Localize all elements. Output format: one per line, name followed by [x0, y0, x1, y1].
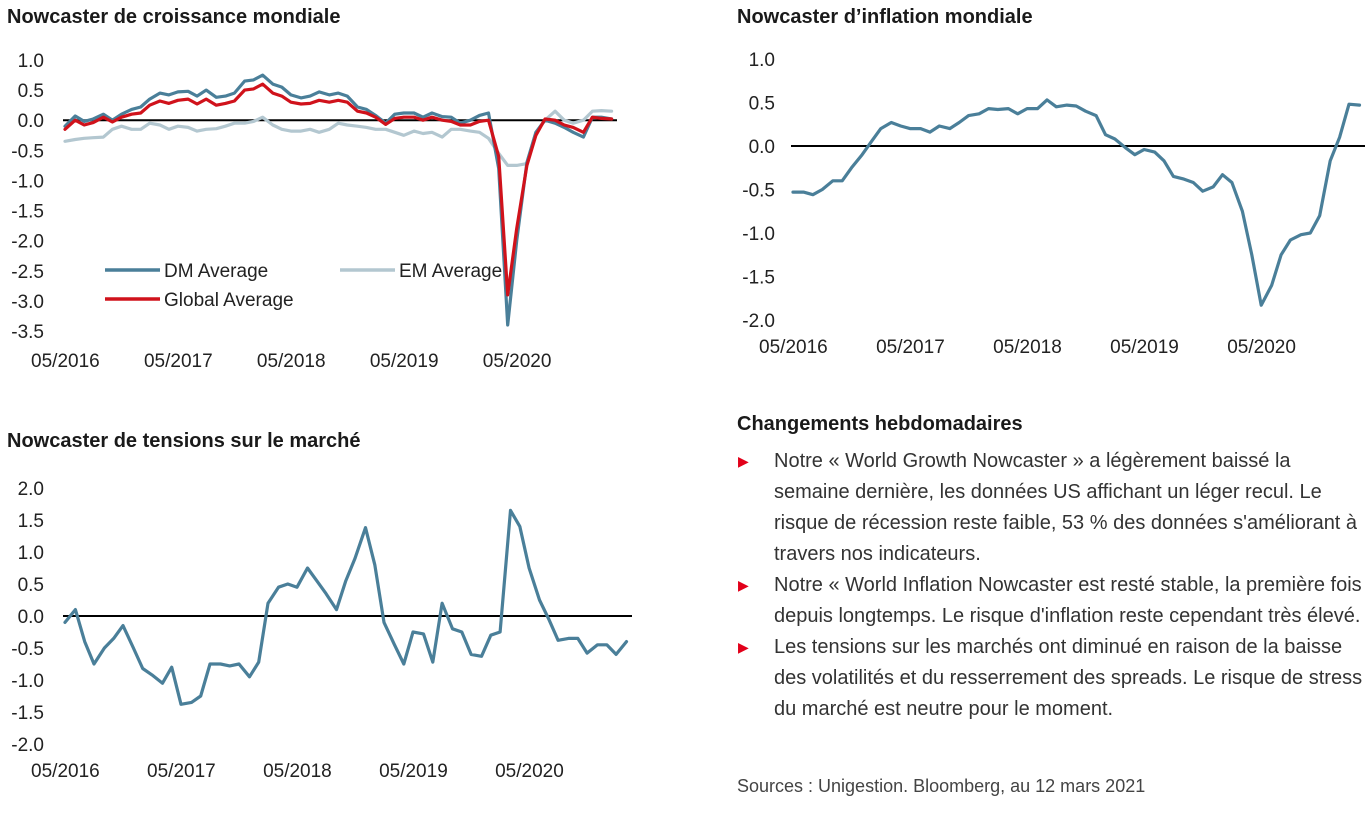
series-line-global-average: [63, 82, 614, 297]
x-tick-label: 05/2018: [257, 351, 326, 372]
y-tick-label: 0.0: [18, 607, 44, 628]
list-item-text: Notre « World Growth Nowcaster » a légèr…: [774, 450, 1358, 565]
y-tick-label: -1.0: [742, 224, 775, 245]
inflation-chart: 1.0 0.5 0.0 -0.5 -1.0 -1.5 -2.0 05/2016 05/2017 0…: [742, 50, 1365, 358]
x-tick-label: 05/2018: [993, 337, 1062, 358]
legend-label: Global Average: [164, 290, 294, 311]
x-tick-label: 05/2019: [1110, 337, 1179, 358]
x-tick-label: 05/2019: [379, 761, 448, 782]
x-tick-label: 05/2017: [147, 761, 216, 782]
y-tick-label: 0.5: [18, 81, 44, 102]
x-tick-label: 05/2017: [876, 337, 945, 358]
growth-chart: 1.0 0.5 0.0 -0.5 -1.0 -1.5 -2.0 -2.5 -3.0 -3.5 05/…: [11, 51, 617, 372]
y-tick-label: -3.5: [11, 322, 44, 343]
stress-chart: 2.0 1.5 1.0 0.5 0.0 -0.5 -1.0 -1.5 -2.0 05/2016 05…: [11, 479, 632, 782]
y-tick-label: 1.0: [18, 543, 44, 564]
y-tick-label: -2.0: [11, 735, 44, 756]
y-tick-label: -1.0: [11, 171, 44, 192]
sources-note: Sources : Unigestion. Bloomberg, au 12 m…: [737, 776, 1146, 796]
y-tick-label: 1.0: [749, 50, 775, 71]
x-tick-label: 05/2019: [370, 351, 439, 372]
y-tick-label: -0.5: [11, 141, 44, 162]
list-item: ▶ Notre « World Inflation Nowcaster est r…: [737, 570, 1367, 632]
series-line-dm-average: [63, 73, 614, 327]
weekly-changes: Changements hebdomadaires ▶ Notre « World…: [737, 413, 1367, 725]
x-tick-label: 05/2016: [759, 337, 828, 358]
y-tick-label: -2.5: [11, 262, 44, 283]
y-tick-label: -1.5: [742, 268, 775, 289]
y-tick-label: -2.0: [742, 311, 775, 332]
y-tick-label: -0.5: [11, 639, 44, 660]
stress-chart-title: Nowcaster de tensions sur le marché: [7, 430, 361, 452]
red-triangle-bullet-icon: ▶: [738, 577, 749, 593]
list-item: ▶ Notre « World Growth Nowcaster » a légè…: [737, 446, 1367, 570]
list-item-text: Notre « World Inflation Nowcaster est re…: [774, 574, 1362, 627]
list-item: ▶ Les tensions sur les marchés ont diminu…: [737, 632, 1367, 725]
y-tick-label: -1.0: [11, 671, 44, 692]
x-tick-label: 05/2020: [1227, 337, 1296, 358]
list-item-text: Les tensions sur les marchés ont diminué…: [774, 636, 1363, 720]
y-tick-label: 0.5: [749, 94, 775, 115]
y-tick-label: -2.0: [11, 232, 44, 253]
x-tick-label: 05/2016: [31, 351, 100, 372]
y-tick-label: -1.5: [11, 202, 44, 223]
x-tick-label: 05/2017: [144, 351, 213, 372]
series-line-inflation: [791, 98, 1362, 307]
red-triangle-bullet-icon: ▶: [738, 453, 749, 469]
x-tick-label: 05/2020: [495, 761, 564, 782]
y-tick-label: -1.5: [11, 703, 44, 724]
x-tick-label: 05/2018: [263, 761, 332, 782]
y-tick-label: -0.5: [742, 181, 775, 202]
y-tick-label: 1.5: [18, 511, 44, 532]
red-triangle-bullet-icon: ▶: [738, 639, 749, 655]
y-tick-label: -3.0: [11, 292, 44, 313]
y-tick-label: 0.0: [18, 111, 44, 132]
legend-label: DM Average: [164, 261, 268, 282]
weekly-changes-title: Changements hebdomadaires: [737, 413, 1023, 435]
series-line-stress: [63, 508, 629, 706]
y-tick-label: 2.0: [18, 479, 44, 500]
y-tick-label: 1.0: [18, 51, 44, 72]
x-tick-label: 05/2020: [483, 351, 552, 372]
weekly-changes-list: ▶ Notre « World Growth Nowcaster » a légè…: [737, 446, 1367, 725]
growth-chart-title: Nowcaster de croissance mondiale: [7, 6, 341, 28]
x-tick-label: 05/2016: [31, 761, 100, 782]
y-tick-label: 0.5: [18, 575, 44, 596]
legend-label: EM Average: [399, 261, 502, 282]
series-line-em-average: [63, 108, 614, 168]
inflation-chart-title: Nowcaster d’inflation mondiale: [737, 6, 1033, 28]
y-tick-label: 0.0: [749, 137, 775, 158]
